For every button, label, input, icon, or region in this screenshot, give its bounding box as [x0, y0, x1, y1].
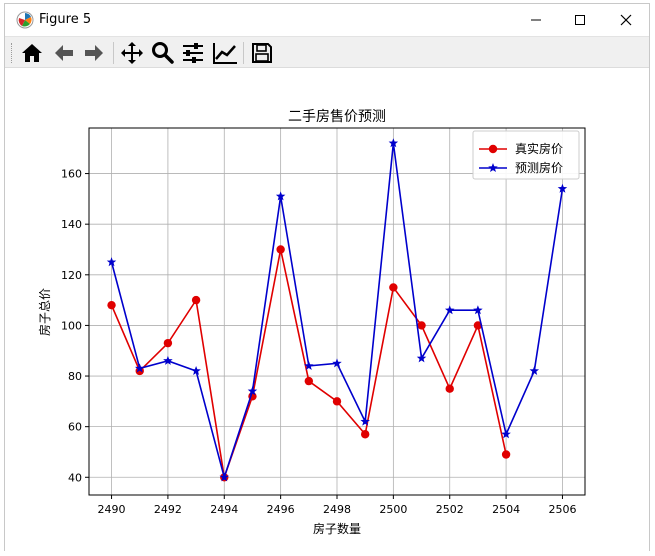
y-tick-label: 100: [61, 319, 82, 332]
home-button[interactable]: [19, 40, 45, 66]
line-chart: 二手房售价预测 2490 2492 2494 2496 2498 2500 2502 2504…: [37, 109, 586, 536]
legend-marker: [488, 163, 498, 173]
y-axis-label: 房子总价: [37, 288, 52, 336]
forward-icon: [85, 45, 103, 61]
zoom-icon: [152, 42, 174, 64]
data-point: [416, 353, 427, 363]
data-point: [501, 429, 511, 439]
data-point: [191, 365, 201, 376]
legend-marker: [488, 144, 498, 154]
figure-canvas[interactable]: 二手房售价预测 2490 2492 2494 2496 2498 2500 2502 2504…: [5, 68, 649, 551]
data-point: [557, 183, 568, 193]
y-tick-label: 120: [61, 269, 82, 282]
customize-button[interactable]: [212, 40, 238, 66]
customize-icon: [213, 43, 237, 64]
pan-icon: [121, 42, 143, 64]
toolbar-grip: [11, 43, 14, 63]
x-tick-label: 2502: [436, 503, 464, 516]
subplots-button[interactable]: [180, 40, 206, 66]
series-layer: [106, 138, 568, 482]
figure-window: Figure 5: [4, 3, 650, 551]
x-tick-label: 2490: [98, 503, 126, 516]
y-tick-label: 80: [68, 370, 82, 383]
y-tick-label: 160: [61, 168, 82, 181]
forward-button[interactable]: [81, 40, 107, 66]
data-point: [247, 386, 258, 396]
data-point: [106, 257, 117, 267]
data-point: [219, 472, 230, 482]
data-point: [276, 245, 285, 254]
legend-label: 真实房价: [515, 141, 563, 156]
back-button[interactable]: [51, 40, 77, 66]
data-point: [360, 416, 370, 426]
maximize-button[interactable]: [557, 4, 603, 36]
toolbar-separator: [113, 42, 114, 64]
minimize-button[interactable]: [513, 4, 559, 36]
data-point: [417, 321, 426, 330]
back-icon: [55, 45, 73, 61]
data-point: [388, 138, 399, 148]
x-tick-label: 2496: [267, 503, 295, 516]
x-tick-label: 2504: [492, 503, 520, 516]
data-point: [107, 300, 116, 310]
minimize-icon: [531, 19, 541, 21]
x-axis-ticks: 2490 2492 2494 2496 2498 2500 2502 2504 2506: [98, 495, 576, 516]
y-axis-ticks: 40 60 80 100 120 140 160: [61, 168, 89, 484]
navigation-toolbar: [5, 36, 649, 68]
close-icon: [620, 14, 632, 26]
legend-box: [472, 130, 580, 180]
series-predicted-price: [106, 138, 568, 482]
save-icon: [252, 43, 272, 63]
data-point: [163, 355, 173, 365]
data-point: [529, 365, 540, 376]
x-tick-label: 2492: [154, 503, 182, 516]
data-point: [304, 376, 314, 386]
data-point: [134, 363, 145, 373]
chart-title: 二手房售价预测: [288, 109, 386, 125]
x-axis-label: 房子数量: [313, 521, 361, 536]
data-point: [389, 283, 398, 292]
toolbar-separator: [243, 42, 244, 64]
data-point: [360, 430, 370, 439]
x-tick-label: 2500: [379, 503, 407, 516]
data-point: [444, 305, 455, 315]
data-point: [501, 450, 511, 459]
data-point: [304, 360, 314, 370]
series-true-price: [107, 245, 511, 482]
grid-lines: [89, 128, 585, 495]
data-point: [332, 358, 342, 368]
y-tick-label: 60: [68, 421, 82, 434]
x-tick-label: 2506: [548, 503, 576, 516]
pan-button[interactable]: [119, 40, 145, 66]
x-tick-label: 2494: [210, 503, 238, 516]
legend-label: 预测房价: [515, 160, 563, 175]
data-point: [275, 191, 286, 201]
close-button[interactable]: [603, 4, 649, 36]
data-point: [473, 321, 483, 330]
home-icon: [22, 44, 42, 62]
data-point: [445, 384, 454, 393]
x-tick-label: 2498: [323, 503, 351, 516]
window-title: Figure 5: [39, 12, 92, 27]
data-point: [473, 305, 483, 315]
data-point: [163, 338, 173, 348]
save-button[interactable]: [249, 40, 275, 66]
zoom-button[interactable]: [150, 40, 176, 66]
data-point: [332, 397, 342, 406]
subplots-icon: [183, 43, 203, 63]
matplotlib-app-icon: [16, 11, 34, 29]
y-tick-label: 140: [61, 218, 82, 231]
maximize-icon: [575, 15, 585, 25]
title-bar: Figure 5: [5, 4, 649, 36]
data-point: [191, 295, 201, 305]
y-tick-label: 40: [68, 471, 82, 484]
